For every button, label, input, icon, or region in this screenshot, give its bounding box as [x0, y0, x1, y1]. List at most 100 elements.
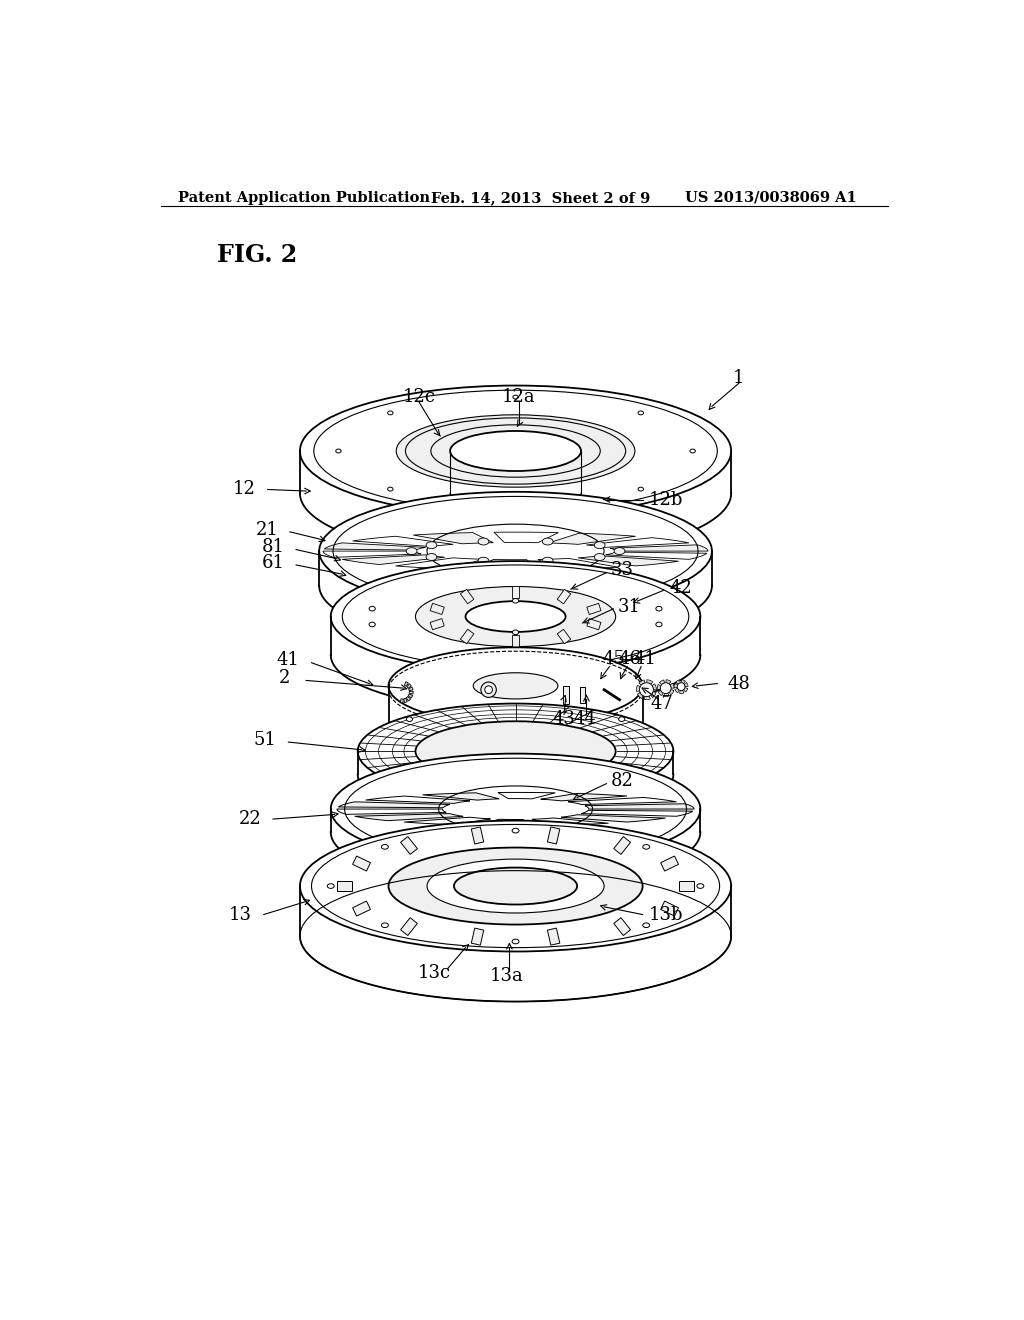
Ellipse shape — [336, 449, 341, 453]
Polygon shape — [582, 810, 693, 816]
Ellipse shape — [388, 411, 393, 414]
Polygon shape — [658, 690, 664, 696]
Ellipse shape — [512, 630, 518, 635]
Polygon shape — [366, 796, 470, 804]
Ellipse shape — [426, 553, 437, 561]
Circle shape — [640, 682, 653, 697]
Ellipse shape — [388, 647, 643, 725]
Polygon shape — [568, 797, 677, 804]
Ellipse shape — [512, 598, 518, 603]
Text: FIG. 2: FIG. 2 — [217, 243, 297, 267]
Polygon shape — [404, 681, 409, 686]
Bar — [557, 630, 570, 644]
Ellipse shape — [427, 859, 604, 913]
Text: 13c: 13c — [418, 964, 452, 982]
Ellipse shape — [416, 721, 615, 781]
Text: 48: 48 — [727, 675, 751, 693]
Ellipse shape — [431, 425, 600, 477]
Ellipse shape — [381, 923, 388, 928]
Polygon shape — [409, 688, 413, 690]
Ellipse shape — [328, 884, 334, 888]
Text: 44: 44 — [573, 710, 596, 727]
Ellipse shape — [513, 503, 518, 507]
Polygon shape — [647, 680, 652, 684]
Bar — [548, 928, 560, 945]
Polygon shape — [498, 792, 555, 799]
Ellipse shape — [319, 492, 712, 610]
Polygon shape — [323, 552, 421, 557]
Ellipse shape — [690, 449, 695, 453]
Bar — [512, 586, 519, 598]
Polygon shape — [331, 616, 700, 710]
Polygon shape — [342, 554, 444, 565]
Bar — [562, 686, 568, 705]
Text: 2: 2 — [279, 669, 290, 688]
Text: 46: 46 — [618, 649, 641, 668]
Bar — [471, 928, 483, 945]
Bar — [430, 603, 444, 615]
Polygon shape — [659, 680, 665, 685]
Text: Patent Application Publication: Patent Application Publication — [178, 191, 430, 205]
Polygon shape — [494, 532, 558, 543]
Polygon shape — [578, 556, 679, 566]
Polygon shape — [354, 813, 463, 821]
Text: 21: 21 — [256, 520, 280, 539]
Ellipse shape — [381, 845, 388, 849]
Polygon shape — [325, 543, 425, 550]
Text: 12a: 12a — [502, 388, 536, 407]
Ellipse shape — [331, 754, 700, 865]
Polygon shape — [637, 685, 640, 692]
Text: 42: 42 — [670, 579, 692, 597]
Bar — [337, 882, 352, 891]
Text: 61: 61 — [261, 553, 285, 572]
Text: 82: 82 — [610, 772, 633, 789]
Ellipse shape — [513, 395, 518, 399]
Text: 43: 43 — [553, 710, 575, 727]
Bar — [613, 917, 631, 936]
Polygon shape — [407, 697, 411, 701]
Text: 22: 22 — [239, 810, 261, 828]
Bar — [471, 826, 483, 843]
Polygon shape — [404, 817, 490, 825]
Bar — [352, 857, 371, 871]
Polygon shape — [300, 451, 731, 558]
Polygon shape — [409, 694, 413, 698]
Ellipse shape — [388, 847, 643, 924]
Text: 33: 33 — [610, 561, 633, 579]
Bar — [461, 630, 474, 644]
Text: 12: 12 — [233, 480, 256, 499]
Polygon shape — [410, 692, 413, 694]
Polygon shape — [606, 552, 707, 560]
Polygon shape — [413, 532, 494, 544]
Ellipse shape — [416, 586, 615, 647]
Ellipse shape — [643, 845, 649, 849]
Ellipse shape — [594, 553, 605, 561]
Text: 1: 1 — [733, 368, 744, 387]
Ellipse shape — [655, 622, 662, 627]
Text: Feb. 14, 2013  Sheet 2 of 9: Feb. 14, 2013 Sheet 2 of 9 — [431, 191, 650, 205]
Ellipse shape — [300, 821, 731, 952]
Ellipse shape — [594, 541, 605, 549]
Polygon shape — [644, 696, 650, 700]
Polygon shape — [664, 693, 669, 697]
Bar — [512, 635, 519, 647]
Polygon shape — [403, 698, 408, 702]
Text: 41: 41 — [634, 649, 656, 668]
Ellipse shape — [638, 487, 643, 491]
Bar — [587, 603, 601, 615]
Ellipse shape — [618, 717, 625, 722]
Text: 81: 81 — [261, 539, 285, 556]
Ellipse shape — [407, 781, 413, 785]
Polygon shape — [541, 793, 627, 801]
Polygon shape — [638, 693, 643, 698]
Text: 45: 45 — [603, 649, 626, 668]
Text: 13b: 13b — [648, 906, 683, 924]
Ellipse shape — [369, 622, 375, 627]
Bar — [581, 688, 585, 702]
Ellipse shape — [331, 561, 700, 672]
Bar — [548, 826, 560, 843]
Ellipse shape — [638, 411, 643, 414]
Polygon shape — [407, 684, 412, 688]
Ellipse shape — [512, 940, 519, 944]
Ellipse shape — [478, 557, 488, 564]
